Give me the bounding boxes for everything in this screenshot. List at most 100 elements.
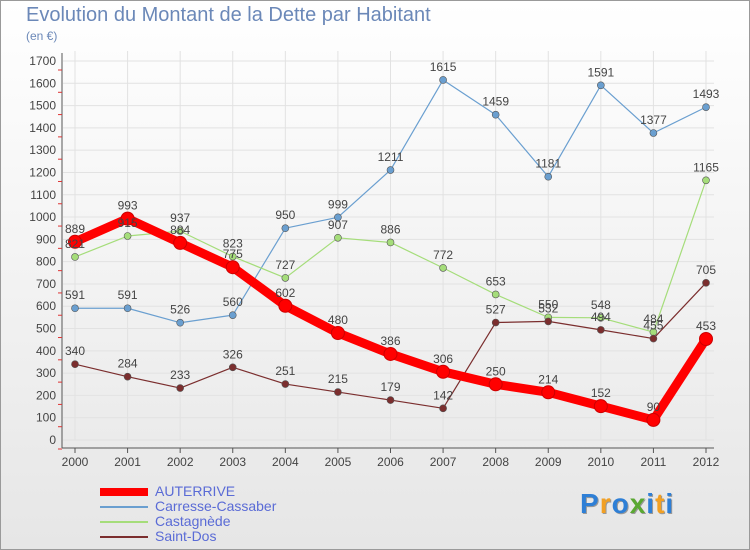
data-point-castagn-de <box>71 253 79 261</box>
data-label-auterrive: 889 <box>65 222 85 236</box>
data-label-carresse-cassaber: 591 <box>118 288 138 302</box>
data-label-castagn-de: 907 <box>328 218 348 232</box>
data-point-castagn-de <box>702 176 710 185</box>
data-label-carresse-cassaber: 950 <box>275 208 295 222</box>
y-tick-label: 400 <box>36 344 56 358</box>
data-label-auterrive: 90 <box>647 400 661 414</box>
data-label-saint-dos: 532 <box>538 301 558 315</box>
x-tick-label: 2002 <box>167 455 194 469</box>
data-point-auterrive <box>225 260 240 275</box>
data-point-carresse-cassaber <box>228 311 237 319</box>
data-point-saint-dos <box>228 363 237 372</box>
data-label-carresse-cassaber: 1181 <box>535 157 561 171</box>
data-point-castagn-de <box>176 227 184 235</box>
x-tick-label: 2008 <box>482 455 509 469</box>
data-label-castagn-de: 548 <box>591 298 611 312</box>
data-label-saint-dos: 705 <box>696 263 716 277</box>
data-label-auterrive: 453 <box>696 319 716 333</box>
chart-subtitle: (en €) <box>26 29 58 43</box>
data-label-auterrive: 993 <box>118 199 138 213</box>
data-point-carresse-cassaber <box>491 110 500 119</box>
data-label-auterrive: 602 <box>275 286 295 300</box>
data-point-saint-dos <box>491 318 500 327</box>
data-label-saint-dos: 326 <box>223 347 243 361</box>
legend-swatch <box>100 506 148 508</box>
x-tick-label: 2004 <box>272 455 299 469</box>
data-label-carresse-cassaber: 999 <box>328 197 348 211</box>
data-label-auterrive: 386 <box>380 334 400 348</box>
data-label-carresse-cassaber: 1377 <box>640 113 667 127</box>
data-label-auterrive: 884 <box>170 223 190 237</box>
data-point-saint-dos <box>597 326 605 334</box>
data-point-carresse-cassaber <box>71 304 79 313</box>
x-tick-label: 2010 <box>587 455 614 469</box>
data-label-auterrive: 480 <box>328 313 348 327</box>
data-label-saint-dos: 233 <box>170 368 190 382</box>
legend-label: Saint-Dos <box>155 528 217 544</box>
data-label-carresse-cassaber: 1615 <box>430 60 457 74</box>
data-point-auterrive <box>330 325 345 340</box>
data-point-castagn-de <box>439 264 447 272</box>
legend-label: AUTERRIVE <box>155 483 236 499</box>
data-point-auterrive <box>436 364 451 379</box>
x-tick-label: 2000 <box>62 455 89 469</box>
data-label-castagn-de: 823 <box>223 237 243 251</box>
legend-swatch <box>100 536 148 538</box>
y-tick-label: 1700 <box>29 54 56 68</box>
data-label-saint-dos: 215 <box>328 372 348 386</box>
y-tick-label: 1000 <box>29 210 56 224</box>
data-label-carresse-cassaber: 560 <box>223 295 243 309</box>
data-label-carresse-cassaber: 1459 <box>482 95 509 109</box>
data-label-castagn-de: 886 <box>380 222 400 236</box>
data-point-auterrive <box>488 377 503 392</box>
data-label-castagn-de: 915 <box>118 216 138 230</box>
data-point-castagn-de <box>491 290 500 299</box>
data-point-carresse-cassaber <box>281 224 290 233</box>
data-label-castagn-de: 727 <box>275 258 295 272</box>
proxiti-logo: Proxiti <box>580 488 675 519</box>
y-tick-label: 1600 <box>29 76 56 90</box>
data-point-saint-dos <box>71 360 79 369</box>
data-point-carresse-cassaber <box>176 318 184 327</box>
data-label-carresse-cassaber: 1591 <box>587 65 614 79</box>
x-tick-label: 2006 <box>377 455 404 469</box>
data-point-carresse-cassaber <box>544 172 553 181</box>
data-label-castagn-de: 821 <box>65 237 85 251</box>
data-label-carresse-cassaber: 1211 <box>378 150 404 164</box>
y-tick-label: 1300 <box>29 143 56 157</box>
data-point-saint-dos <box>334 388 342 396</box>
data-label-saint-dos: 284 <box>118 357 138 371</box>
legend-label: Carresse-Cassaber <box>155 498 277 514</box>
data-label-saint-dos: 527 <box>486 303 506 317</box>
data-label-saint-dos: 251 <box>275 364 295 378</box>
legend-swatch <box>100 488 148 496</box>
x-tick-label: 2003 <box>219 455 246 469</box>
data-point-castagn-de <box>281 274 290 282</box>
data-point-castagn-de <box>386 238 395 247</box>
x-tick-label: 2001 <box>114 455 141 469</box>
y-tick-label: 1500 <box>29 99 56 113</box>
data-label-castagn-de: 484 <box>643 312 663 326</box>
y-tick-label: 1200 <box>29 165 56 179</box>
y-tick-label: 1100 <box>30 188 56 202</box>
data-point-castagn-de <box>123 232 132 240</box>
data-point-auterrive <box>173 235 188 250</box>
data-label-castagn-de: 653 <box>486 274 506 288</box>
data-label-carresse-cassaber: 1493 <box>693 87 720 101</box>
y-tick-label: 900 <box>36 232 56 246</box>
data-label-auterrive: 306 <box>433 352 453 366</box>
data-point-castagn-de <box>228 252 237 261</box>
x-tick-label: 2011 <box>641 455 667 469</box>
data-point-auterrive <box>646 412 661 427</box>
data-point-auterrive <box>68 234 82 249</box>
data-label-saint-dos: 494 <box>591 310 611 324</box>
data-point-saint-dos <box>702 279 710 287</box>
legend-label: Castagnède <box>155 513 231 529</box>
x-tick-label: 2007 <box>430 455 457 469</box>
y-tick-label: 800 <box>36 255 56 269</box>
data-label-castagn-de: 772 <box>433 248 453 262</box>
data-point-carresse-cassaber <box>649 129 658 137</box>
x-tick-label: 2012 <box>693 455 720 469</box>
data-point-carresse-cassaber <box>123 304 132 313</box>
